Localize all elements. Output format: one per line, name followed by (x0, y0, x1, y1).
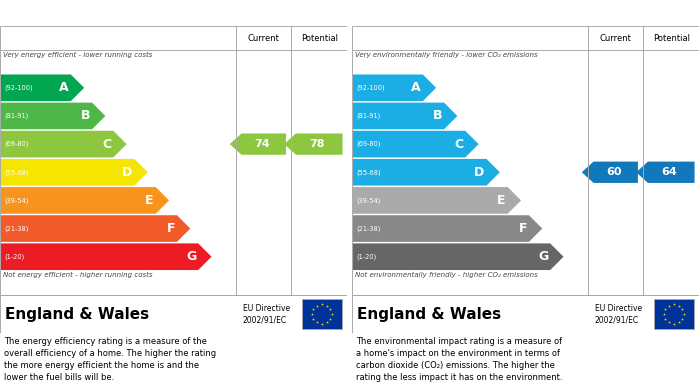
Text: 78: 78 (309, 139, 326, 149)
Polygon shape (353, 131, 479, 158)
Text: 74: 74 (254, 139, 270, 149)
Text: Not environmentally friendly - higher CO₂ emissions: Not environmentally friendly - higher CO… (355, 272, 538, 278)
Polygon shape (353, 187, 521, 214)
Text: D: D (122, 166, 132, 179)
Text: (92-100): (92-100) (4, 84, 33, 91)
Text: The environmental impact rating is a measure of
a home's impact on the environme: The environmental impact rating is a mea… (356, 337, 563, 382)
Text: B: B (80, 109, 90, 122)
Text: EU Directive
2002/91/EC: EU Directive 2002/91/EC (595, 303, 642, 325)
Text: (92-100): (92-100) (356, 84, 384, 91)
Text: G: G (186, 250, 196, 263)
Text: Very environmentally friendly - lower CO₂ emissions: Very environmentally friendly - lower CO… (355, 52, 538, 58)
Polygon shape (353, 102, 457, 129)
Text: The energy efficiency rating is a measure of the
overall efficiency of a home. T: The energy efficiency rating is a measur… (4, 337, 216, 382)
Text: (55-68): (55-68) (4, 169, 29, 176)
Text: Not energy efficient - higher running costs: Not energy efficient - higher running co… (3, 272, 153, 278)
Polygon shape (636, 161, 694, 183)
Text: (21-38): (21-38) (4, 225, 29, 232)
Text: (1-20): (1-20) (356, 253, 377, 260)
Polygon shape (353, 215, 542, 242)
Text: (55-68): (55-68) (356, 169, 381, 176)
Polygon shape (1, 159, 148, 186)
Polygon shape (1, 131, 127, 158)
Text: C: C (454, 138, 463, 151)
Text: C: C (102, 138, 111, 151)
Polygon shape (582, 161, 638, 183)
Text: E: E (497, 194, 505, 207)
Polygon shape (353, 159, 500, 186)
Text: 64: 64 (662, 167, 678, 177)
Polygon shape (1, 243, 211, 270)
Polygon shape (1, 74, 84, 101)
Text: Environmental Impact (CO₂) Rating: Environmental Impact (CO₂) Rating (357, 7, 589, 20)
Text: B: B (433, 109, 442, 122)
Text: England & Wales: England & Wales (5, 307, 149, 321)
Text: D: D (474, 166, 484, 179)
Text: E: E (145, 194, 154, 207)
Text: EU Directive
2002/91/EC: EU Directive 2002/91/EC (243, 303, 290, 325)
Text: 60: 60 (606, 167, 622, 177)
Polygon shape (230, 133, 286, 155)
Text: (81-91): (81-91) (356, 113, 380, 119)
Text: (39-54): (39-54) (4, 197, 29, 204)
Polygon shape (353, 74, 436, 101)
Polygon shape (284, 133, 342, 155)
Text: A: A (411, 81, 421, 94)
Text: (69-80): (69-80) (4, 141, 29, 147)
Text: Current: Current (600, 34, 631, 43)
Text: A: A (60, 81, 69, 94)
Text: Energy Efficiency Rating: Energy Efficiency Rating (5, 7, 168, 20)
Polygon shape (1, 187, 169, 214)
Text: Very energy efficient - lower running costs: Very energy efficient - lower running co… (3, 52, 153, 58)
Polygon shape (1, 215, 190, 242)
Text: Potential: Potential (652, 34, 690, 43)
Text: F: F (519, 222, 527, 235)
Text: (21-38): (21-38) (356, 225, 380, 232)
Bar (302, 299, 342, 329)
Text: Potential: Potential (301, 34, 337, 43)
Text: Current: Current (248, 34, 280, 43)
Text: (69-80): (69-80) (356, 141, 381, 147)
Text: (1-20): (1-20) (4, 253, 25, 260)
Text: G: G (538, 250, 548, 263)
Text: F: F (167, 222, 175, 235)
Text: (81-91): (81-91) (4, 113, 28, 119)
Polygon shape (1, 102, 106, 129)
Text: (39-54): (39-54) (356, 197, 380, 204)
Polygon shape (353, 243, 564, 270)
Text: England & Wales: England & Wales (357, 307, 501, 321)
Bar (654, 299, 694, 329)
